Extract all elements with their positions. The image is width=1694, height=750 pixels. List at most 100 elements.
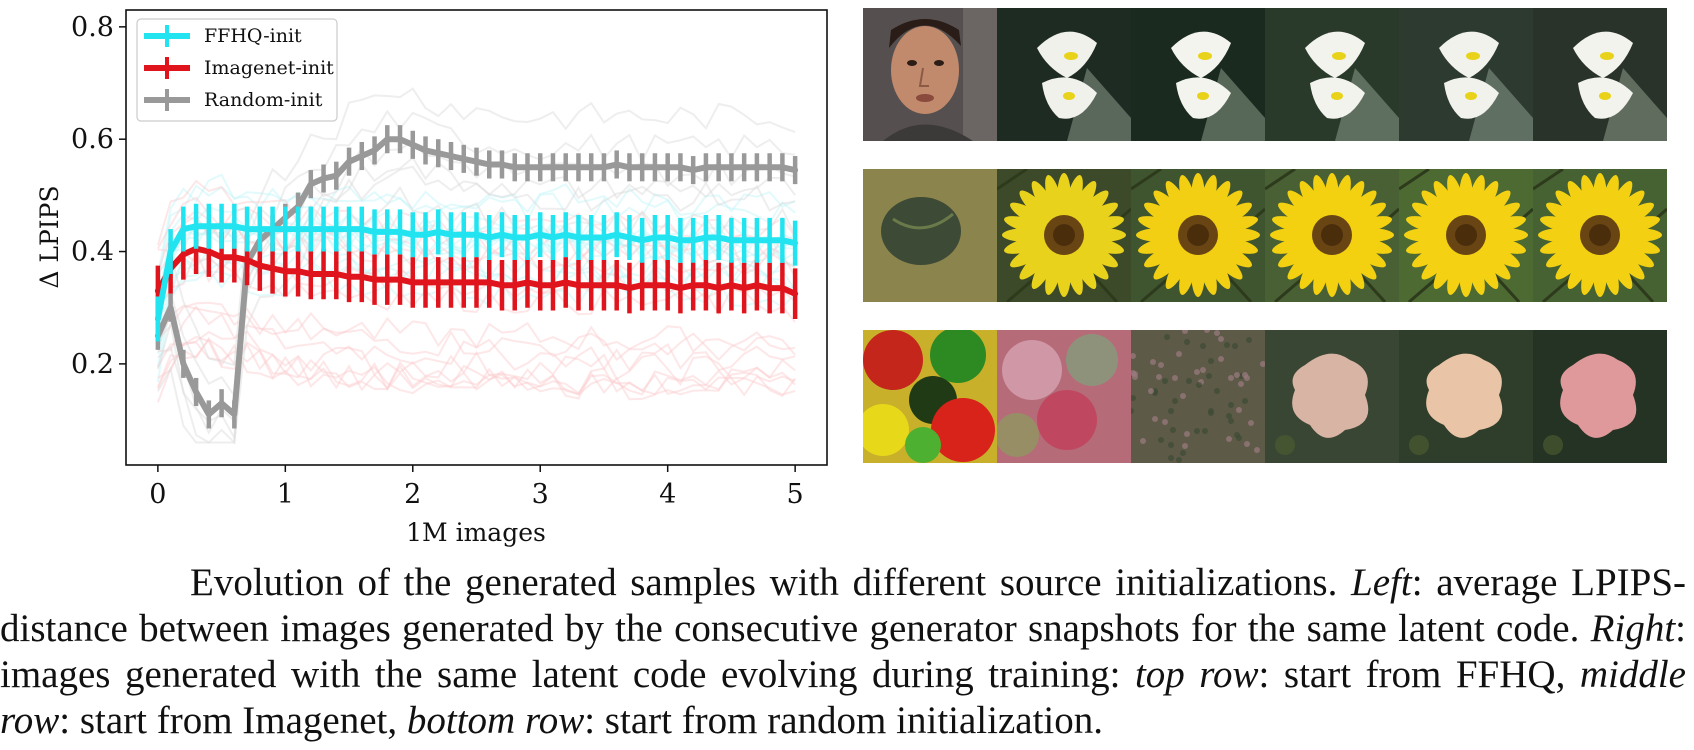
x-axis-label: 1M images [406,518,546,547]
data-point [768,286,771,290]
sample-image [1399,169,1533,302]
x-tick-label: 3 [532,479,549,510]
data-point [220,402,223,405]
data-point [411,281,414,284]
x-tick-label: 4 [659,479,676,510]
y-tick-label: 0.8 [71,12,114,43]
data-point [194,390,198,394]
data-point [475,281,478,284]
data-point [182,362,185,366]
background-trace [157,248,796,323]
data-point [564,166,567,169]
data-point [691,168,695,172]
legend-label: Random-init [204,89,323,111]
legend-label: Imagenet-init [204,57,334,79]
data-point [169,306,172,309]
bottom-row [863,330,1668,463]
x-tick-label: 2 [404,479,421,510]
background-trace [157,304,796,356]
data-point [194,225,198,228]
data-point [258,227,262,231]
data-point [704,284,708,287]
caption-text: : start from random initialization. [584,699,1104,742]
data-point [182,253,185,256]
background-trace [156,156,796,442]
data-point [360,154,363,158]
middle-row [863,169,1668,302]
data-point [742,239,746,242]
background-trace [157,341,796,396]
data-point [462,281,465,284]
data-point [398,137,402,141]
data-point [271,227,274,231]
sample-image [1399,330,1533,463]
data-point [526,166,529,169]
sample-image [863,8,997,141]
data-point [590,284,593,287]
caption-middle-row: middle row [0,653,1686,742]
series-layer [154,125,799,429]
lpips-chart: 0 1 2 3 4 5 0.2 0.4 0.6 0.8 1M images Δ LPIPS FFH… [35,9,828,547]
y-tick-label: 0.2 [71,349,114,380]
data-point [309,182,313,186]
sample-image [863,330,997,463]
background-trace [157,305,796,372]
sample-image [1131,169,1265,302]
sample-image [1131,8,1265,141]
data-point [449,233,453,236]
data-point [691,239,695,242]
sample-image [1265,169,1399,302]
data-point [271,267,274,270]
data-point [793,241,797,245]
data-point [717,166,720,169]
data-point [169,250,172,253]
data-point [704,166,708,169]
data-point [284,270,287,273]
background-trace [156,335,796,403]
data-point [602,284,606,287]
data-point [717,236,720,239]
legend-box [136,18,338,122]
data-point [577,236,580,239]
data-point [449,281,453,284]
data-point [335,227,338,231]
data-point [449,154,453,158]
data-point [475,160,478,163]
sample-image [997,169,1131,302]
data-point [245,227,249,231]
data-point [437,281,440,284]
data-point [386,278,389,281]
data-point [628,286,631,290]
data-point [360,227,363,231]
data-point [742,286,746,290]
data-point [437,152,440,155]
sample-image [997,330,1131,463]
y-tick-label: 0.6 [71,124,114,155]
x-tick-label: 1 [277,479,294,510]
data-point [704,236,708,239]
x-tick-label: 0 [149,479,166,510]
data-point [309,227,313,231]
data-point [577,166,580,169]
y-tick-label: 0.4 [71,237,114,268]
data-point [373,230,376,234]
data-point [666,236,669,239]
data-point [207,225,211,228]
data-point [653,166,657,169]
data-point [156,317,160,321]
data-point [424,281,427,284]
data-point [590,166,593,169]
data-point [207,250,211,253]
data-point [182,227,185,231]
data-point [322,272,325,276]
data-point [347,227,351,231]
x-tick-label: 5 [787,479,804,510]
data-point [488,281,491,284]
caption-text: : images generated with the same latent … [0,607,1686,696]
data-point [577,284,580,287]
data-point [564,281,567,284]
data-point [640,166,644,169]
data-point [526,281,529,284]
data-point [322,177,325,180]
data-point [628,236,631,239]
